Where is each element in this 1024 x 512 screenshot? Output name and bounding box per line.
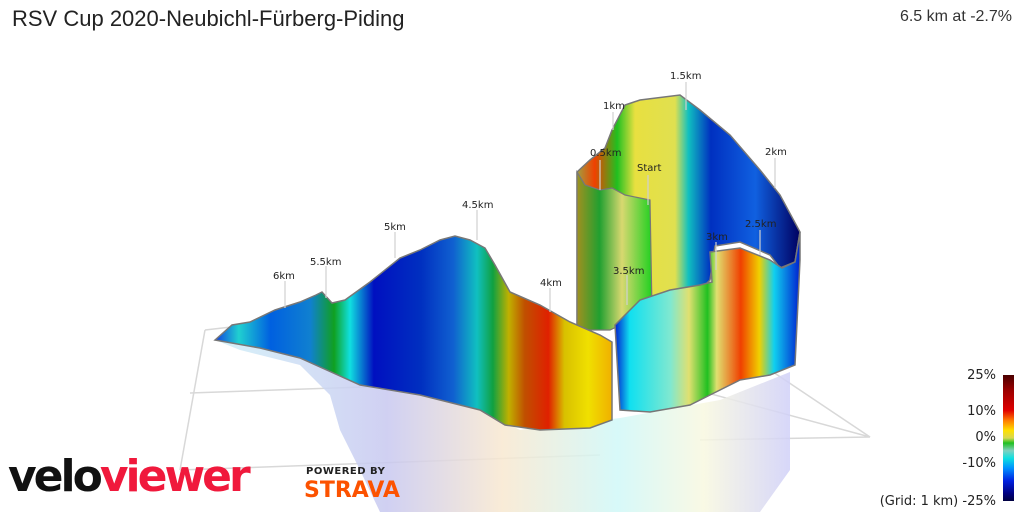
logo-viewer: viewer [99,451,251,502]
profile-front-wall [614,231,801,413]
veloviewer-logo[interactable]: veloviewer [8,451,251,502]
profile-left-wall [213,235,613,431]
gradient-legend: 25% 10% 0% -10% (Grid: 1 km) -25% [880,368,1024,512]
km-label-4-5: 4.5km [462,200,493,211]
km-label-1: 1km [603,101,625,112]
legend-tick-minus-25: (Grid: 1 km) -25% [880,494,996,509]
powered-by-label: POWERED BY [306,466,386,477]
km-label-2: 2km [765,147,787,158]
profile-inner-wall [576,169,653,331]
km-label-3-5: 3.5km [613,266,644,277]
km-label-3: 3km [706,232,728,243]
km-label-5: 5km [384,222,406,233]
route-summary: 6.5 km at -2.7% [899,8,1012,25]
km-label-start: Start [637,163,662,174]
strava-logo[interactable]: STRAVA [304,478,400,503]
km-label-1-5: 1.5km [670,71,701,82]
logo-velo: velo [8,451,103,502]
km-label-0-5: 0.5km [590,148,621,159]
km-label-5-5: 5.5km [310,257,341,268]
km-label-6: 6km [273,271,295,282]
gradient-color-bar [1003,375,1014,501]
legend-min-label: -25% [962,494,996,509]
legend-tick-10: 10% [967,404,996,419]
page-title: RSV Cup 2020-Neubichl-Fürberg-Piding [12,6,405,31]
grid-note: (Grid: 1 km) [879,494,959,509]
legend-tick-0: 0% [975,430,996,445]
km-marker-lines [284,82,776,312]
legend-tick-minus-10: -10% [962,456,996,471]
km-label-2-5: 2.5km [745,219,776,230]
km-label-4: 4km [540,278,562,289]
legend-tick-25: 25% [967,368,996,383]
